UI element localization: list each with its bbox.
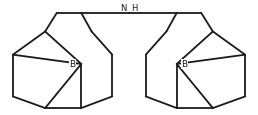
Text: B: B: [181, 60, 188, 69]
Text: H: H: [132, 4, 138, 13]
Text: N: N: [120, 4, 126, 13]
Text: B: B: [69, 60, 75, 69]
